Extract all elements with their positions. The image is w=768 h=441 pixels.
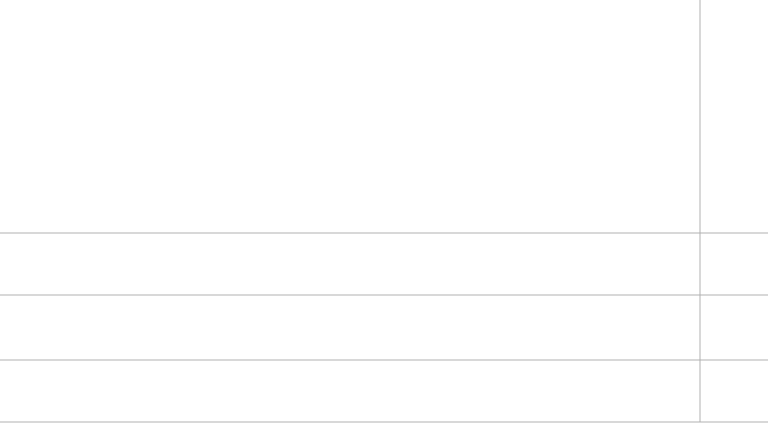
forex-chart: 1.850001.800001.750001.700001.650001.600… [0,0,768,441]
chart-background [0,0,768,441]
